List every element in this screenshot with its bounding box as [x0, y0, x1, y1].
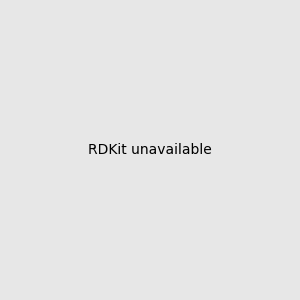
Text: RDKit unavailable: RDKit unavailable: [88, 143, 212, 157]
